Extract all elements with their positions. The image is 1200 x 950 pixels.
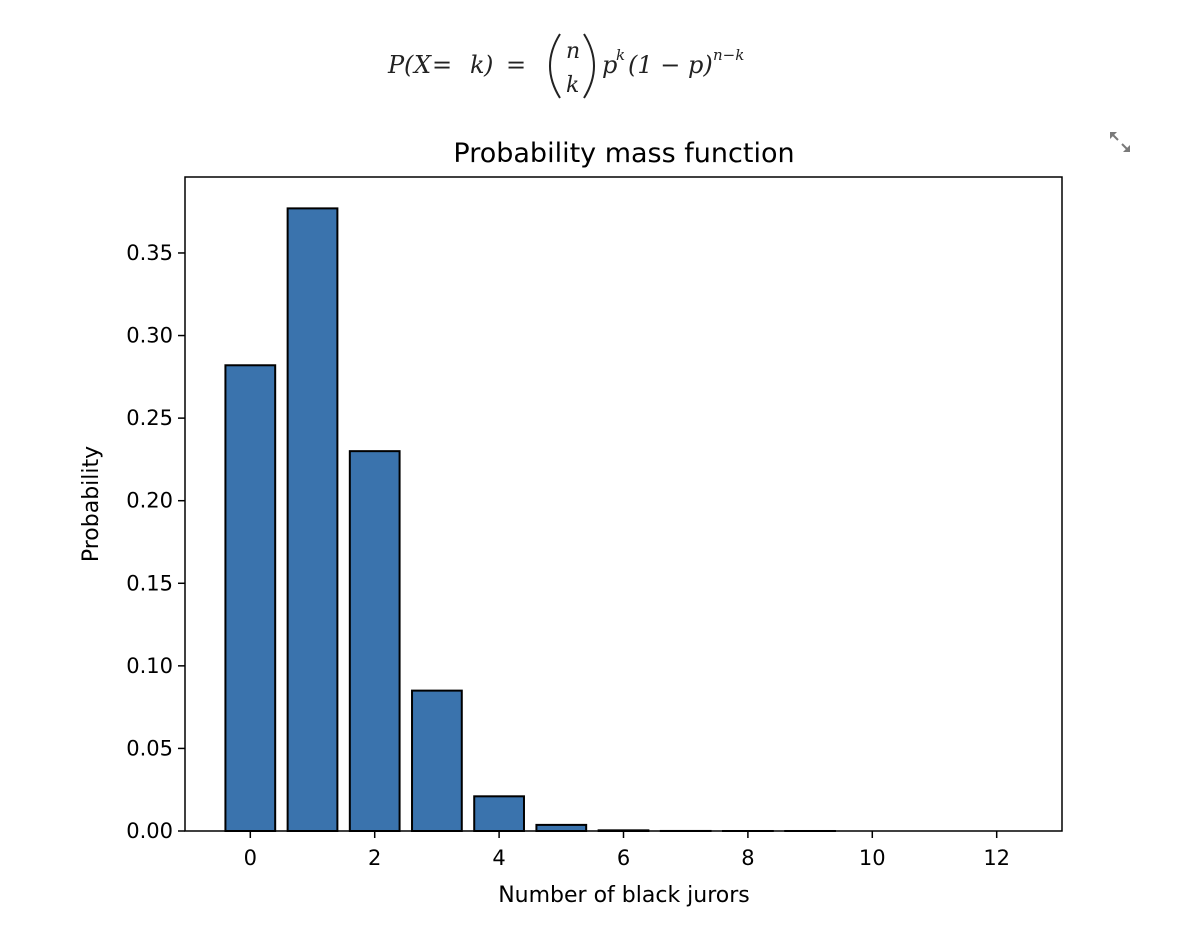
y-tick-label: 0.35 [126,241,173,265]
y-tick-label: 0.25 [126,406,173,430]
x-tick-label: 4 [492,846,505,870]
chart-title: Probability mass function [453,138,794,169]
formula-one-minus-p: (1 − p) [628,51,713,79]
pmf-chart: Probability mass function 0 2 4 6 8 10 12 0.00… [79,138,1063,908]
binom-left-paren [549,33,561,99]
bars-group [224,207,836,833]
x-tick-label: 6 [617,846,630,870]
binom-bottom: k [566,73,579,98]
y-ticks-group: 0.00 0.05 0.10 0.15 0.20 0.25 0.30 0.35 [126,241,185,843]
bar-3 [411,689,463,832]
x-tick-label: 0 [244,846,257,870]
x-tick-label: 10 [859,846,886,870]
x-ticks-group: 0 2 4 6 8 10 12 [244,831,1010,870]
expand-arrows-icon[interactable] [1106,128,1134,156]
formula-equals: = [506,51,526,79]
y-axis-label: Probability [79,446,104,562]
formula-open-paren: ( [404,51,414,79]
y-tick-label: 0.00 [126,819,173,843]
binom-right-paren [583,33,595,99]
formula-p-exponent: k [616,46,625,64]
bar-2 [348,450,401,832]
y-tick-label: 0.05 [126,736,173,760]
x-axis-label: Number of black jurors [498,883,750,908]
binom-top: n [566,39,580,64]
x-tick-label: 8 [741,846,754,870]
formula-eq-inner: = [432,51,452,79]
x-tick-label: 2 [368,846,381,870]
x-tick-label: 12 [983,846,1010,870]
y-tick-label: 0.15 [126,571,173,595]
y-tick-label: 0.30 [126,324,173,348]
bar-0 [224,364,277,832]
formula-exponent-n-minus-k: n−k [713,46,744,64]
formula-p: p [602,51,617,79]
bar-5 [535,823,588,833]
formula-close-paren: ) [483,51,493,79]
y-tick-label: 0.20 [126,489,173,513]
formula-X: X [412,51,432,79]
formula-P: P [387,51,405,79]
bar-4 [473,795,525,832]
y-tick-label: 0.10 [126,654,173,678]
formula-k: k [470,51,485,79]
bar-1 [286,207,339,832]
binomial-formula: P ( X = k ) = n k p k (1 − p) n−k [387,33,744,99]
